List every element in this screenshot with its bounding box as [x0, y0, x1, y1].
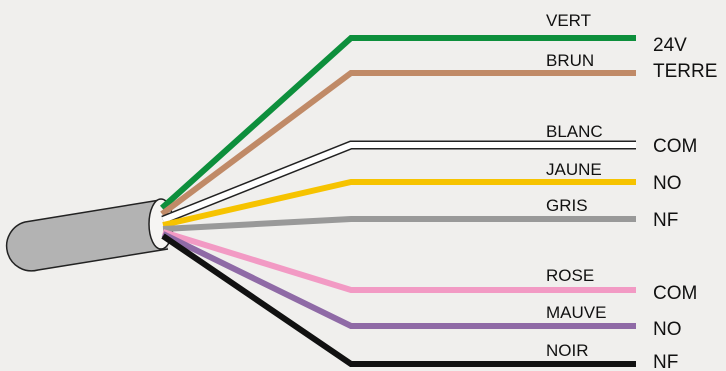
wire-labels: VERT BRUN BLANC JAUNE GRIS ROSE MAUVE NO…	[546, 11, 606, 360]
wire-gris	[162, 216, 636, 232]
cable-jacket	[5, 199, 169, 272]
terminal-label-com-2: COM	[653, 283, 697, 304]
wire-label-rose: ROSE	[546, 266, 594, 285]
terminal-label-24v: 24V	[653, 35, 687, 56]
wire-label-jaune: JAUNE	[546, 160, 602, 179]
wire-blanc	[161, 140, 636, 225]
wires-group	[159, 35, 636, 367]
wire-jaune	[162, 179, 636, 228]
terminal-labels: 24V TERRE COM NO NF COM NO NF	[653, 35, 717, 371]
terminal-label-terre: TERRE	[653, 61, 717, 82]
terminal-label-nf-2: NF	[653, 352, 678, 371]
terminal-label-com-1: COM	[653, 136, 697, 157]
terminal-label-nf-1: NF	[653, 210, 678, 231]
terminal-label-no-1: NO	[653, 173, 682, 194]
wire-label-gris: GRIS	[546, 196, 588, 215]
wire-label-blanc: BLANC	[546, 122, 603, 141]
wire-vert	[159, 35, 636, 211]
wire-label-brun: BRUN	[546, 51, 594, 70]
wire-label-noir: NOIR	[546, 341, 589, 360]
terminal-label-no-2: NO	[653, 319, 682, 340]
cable	[5, 198, 174, 272]
wire-rose	[162, 229, 636, 293]
wire-noir	[161, 233, 636, 367]
wire-brun	[160, 70, 636, 217]
wire-mauve	[161, 231, 636, 329]
wire-label-vert: VERT	[546, 11, 591, 30]
wire-label-mauve: MAUVE	[546, 303, 606, 322]
